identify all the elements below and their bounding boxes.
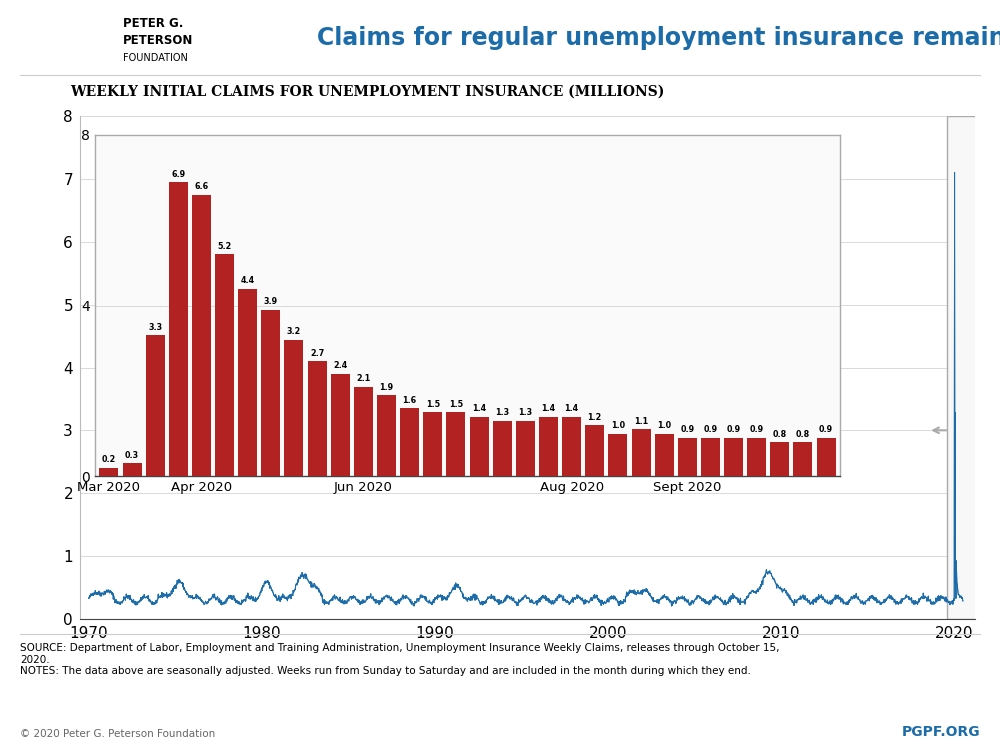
Bar bbox=[99, 468, 118, 476]
Bar bbox=[146, 335, 165, 476]
Text: 1.5: 1.5 bbox=[426, 400, 440, 409]
Bar bbox=[354, 387, 373, 476]
Text: 5.2: 5.2 bbox=[217, 242, 232, 251]
Text: 1.0: 1.0 bbox=[611, 422, 625, 430]
Bar bbox=[331, 374, 350, 476]
Text: 0.8: 0.8 bbox=[773, 430, 787, 439]
Bar bbox=[238, 289, 257, 476]
Text: Claims for regular unemployment insurance remain high: Claims for regular unemployment insuranc… bbox=[317, 26, 1000, 50]
Bar bbox=[562, 416, 581, 476]
Text: 1.5: 1.5 bbox=[449, 400, 463, 409]
Bar bbox=[377, 395, 396, 476]
Bar bbox=[493, 421, 512, 476]
Bar bbox=[655, 433, 674, 476]
Text: 1.9: 1.9 bbox=[379, 382, 394, 392]
Text: PETER G.: PETER G. bbox=[123, 17, 183, 30]
Bar bbox=[632, 429, 651, 476]
Bar bbox=[585, 425, 604, 476]
Text: 1.2: 1.2 bbox=[588, 413, 602, 422]
Text: 3.2: 3.2 bbox=[287, 327, 301, 336]
Bar bbox=[770, 442, 789, 476]
Text: 1.4: 1.4 bbox=[565, 404, 579, 413]
Text: 1.3: 1.3 bbox=[518, 409, 532, 418]
Bar bbox=[793, 442, 812, 476]
Bar bbox=[608, 433, 627, 476]
Text: 1.0: 1.0 bbox=[657, 422, 671, 430]
Bar bbox=[261, 310, 280, 476]
Bar bbox=[947, 116, 977, 619]
Text: 0.9: 0.9 bbox=[727, 425, 741, 434]
Text: 0.9: 0.9 bbox=[703, 425, 717, 434]
Text: 0.2: 0.2 bbox=[102, 455, 116, 464]
Text: 2.4: 2.4 bbox=[333, 362, 347, 370]
Text: 1.4: 1.4 bbox=[472, 404, 486, 413]
Bar bbox=[516, 421, 535, 476]
Text: FOUNDATION: FOUNDATION bbox=[123, 53, 188, 63]
Text: 3.9: 3.9 bbox=[264, 298, 278, 307]
Bar bbox=[284, 340, 303, 476]
Bar bbox=[817, 438, 836, 476]
Text: 3.3: 3.3 bbox=[148, 323, 162, 332]
Bar bbox=[215, 254, 234, 476]
Text: PGPF.ORG: PGPF.ORG bbox=[901, 724, 980, 739]
Text: 1.4: 1.4 bbox=[541, 404, 556, 413]
Polygon shape bbox=[53, 62, 82, 65]
Bar bbox=[678, 438, 697, 476]
Text: WEEKLY INITIAL CLAIMS FOR UNEMPLOYMENT INSURANCE (MILLIONS): WEEKLY INITIAL CLAIMS FOR UNEMPLOYMENT I… bbox=[70, 85, 664, 98]
Text: 0.8: 0.8 bbox=[796, 430, 810, 439]
Bar bbox=[701, 438, 720, 476]
Text: 1.1: 1.1 bbox=[634, 417, 648, 426]
Bar bbox=[423, 413, 442, 476]
Text: 4.4: 4.4 bbox=[241, 276, 255, 285]
Bar bbox=[446, 413, 465, 476]
Bar bbox=[192, 195, 211, 476]
Polygon shape bbox=[53, 17, 82, 47]
Text: 6.9: 6.9 bbox=[171, 170, 185, 178]
Text: 1.3: 1.3 bbox=[495, 409, 509, 418]
Bar bbox=[169, 182, 188, 476]
Text: 0.3: 0.3 bbox=[125, 451, 139, 460]
Bar bbox=[747, 438, 766, 476]
Text: 1.6: 1.6 bbox=[403, 395, 417, 404]
Bar bbox=[539, 416, 558, 476]
Text: 2.7: 2.7 bbox=[310, 349, 324, 358]
Bar bbox=[123, 464, 142, 476]
Text: 6.6: 6.6 bbox=[194, 182, 208, 191]
Text: PETERSON: PETERSON bbox=[123, 34, 193, 47]
Text: 0.9: 0.9 bbox=[819, 425, 833, 434]
Bar bbox=[724, 438, 743, 476]
Polygon shape bbox=[48, 47, 87, 53]
Text: 2.1: 2.1 bbox=[356, 374, 371, 383]
Text: 🔥: 🔥 bbox=[59, 27, 76, 56]
Text: 0.9: 0.9 bbox=[680, 425, 694, 434]
Bar bbox=[400, 408, 419, 476]
Text: © 2020 Peter G. Peterson Foundation: © 2020 Peter G. Peterson Foundation bbox=[20, 729, 215, 739]
Text: SOURCE: Department of Labor, Employment and Training Administration, Unemploymen: SOURCE: Department of Labor, Employment … bbox=[20, 644, 780, 676]
Text: 0.9: 0.9 bbox=[750, 425, 764, 434]
Bar bbox=[308, 361, 327, 476]
Polygon shape bbox=[63, 53, 72, 62]
Bar bbox=[470, 416, 489, 476]
